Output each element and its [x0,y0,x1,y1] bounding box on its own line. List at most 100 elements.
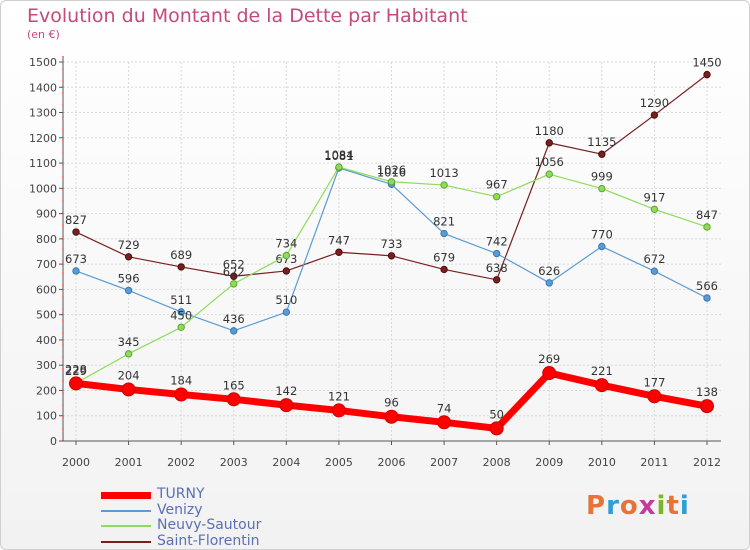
data-label: 1084 [324,148,353,162]
legend-label: Saint-Florentin [157,532,260,549]
data-point [124,253,133,261]
data-point [545,170,553,178]
data-label: 652 [223,257,245,271]
data-point [124,286,133,295]
data-label: 50 [489,407,504,421]
data-point [545,279,553,287]
data-point [177,263,185,271]
x-tick-label: 2002 [167,456,195,469]
y-tick-label: 700 [36,258,57,271]
data-point [282,251,291,260]
legend-label: TURNY [157,486,205,502]
x-tick-label: 2007 [430,456,458,469]
x-tick-label: 2000 [62,456,90,469]
data-label: 733 [381,237,403,251]
data-label: 742 [486,235,508,249]
data-label: 74 [437,401,452,415]
data-label: 1081 [324,149,353,163]
data-point [387,252,396,260]
data-point [335,163,343,171]
logo-letter: t [666,491,680,521]
logo-letter: x [638,491,657,521]
legend-swatch [101,540,151,543]
data-label: 566 [696,279,718,293]
logo-letter: i [656,491,667,521]
data-label: 165 [223,378,245,392]
data-point [647,389,662,404]
logo-letter: P [586,491,607,521]
data-label: 1290 [640,96,669,110]
data-label: 269 [538,352,560,366]
data-point [69,376,83,391]
legend-swatch [101,509,151,512]
data-point [177,323,185,331]
data-point [594,378,609,393]
x-tick-label: 2004 [272,456,300,469]
x-tick-label: 2006 [378,456,406,469]
data-label: 1180 [535,124,564,138]
data-point [230,272,238,280]
data-label: 622 [223,265,245,279]
legend-swatch [101,492,151,499]
data-point [230,327,238,335]
data-point [226,392,241,407]
data-point [703,70,711,79]
y-tick-label: 300 [36,359,57,372]
data-point [121,382,136,397]
x-tick-label: 2012 [693,456,721,469]
data-label: 821 [433,215,455,229]
y-tick-label: 600 [36,283,57,296]
data-point [703,223,711,231]
data-point [230,280,238,288]
data-label: 1450 [692,56,721,70]
data-point [440,181,448,189]
data-label: 1135 [587,135,616,149]
data-label: 1026 [377,163,406,177]
data-label: 638 [486,261,508,275]
data-label: 673 [65,252,87,266]
data-label: 596 [118,271,140,285]
data-label: 1013 [429,166,458,180]
data-label: 510 [275,293,297,307]
y-tick-label: 400 [36,334,57,347]
y-tick-label: 900 [36,208,57,221]
legend-label: Neuvy-Sautour [157,517,262,533]
data-label: 229 [65,364,87,378]
data-label: 450 [170,308,192,322]
data-label: 121 [328,389,350,403]
y-tick-label: 1500 [29,56,57,69]
data-point [384,409,399,424]
data-point [282,308,291,316]
data-label: 679 [433,250,455,264]
data-label: 1016 [377,165,406,179]
data-label: 345 [118,335,140,349]
data-label: 204 [118,368,140,382]
data-label: 142 [275,384,297,398]
data-point [598,184,606,193]
data-point [282,267,291,275]
data-point [492,249,501,258]
logo-letter: o [619,491,639,521]
y-tick-label: 1300 [29,107,57,120]
y-tick-label: 100 [36,410,57,423]
x-tick-label: 2009 [535,456,563,469]
data-point [437,415,452,430]
data-point [542,366,557,381]
data-label: 1056 [535,155,564,169]
data-point [598,150,606,158]
data-point [703,294,711,302]
x-tick-label: 2008 [483,456,511,469]
data-point [279,398,294,413]
data-label: 221 [591,364,613,378]
x-tick-label: 2001 [115,456,143,469]
y-tick-label: 1200 [29,132,57,145]
data-point [650,267,659,275]
data-label: 734 [275,237,297,251]
data-point [492,276,501,284]
proxiti-logo: Proxiti [586,491,690,521]
data-point [440,229,448,238]
data-point [177,308,185,316]
data-point [440,265,448,274]
y-tick-label: 1000 [29,182,57,195]
data-point [174,387,189,402]
